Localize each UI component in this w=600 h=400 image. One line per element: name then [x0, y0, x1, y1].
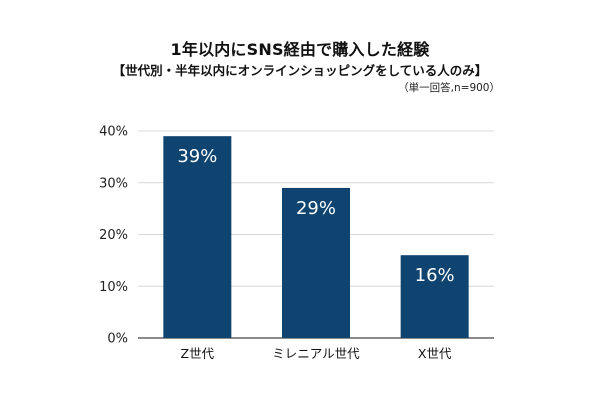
x-tick-label: Z世代 [181, 346, 215, 361]
chart-subtitle: 【世代別・半年以内にオンラインショッピングをしている人のみ】 [112, 63, 488, 78]
y-tick-label: 30% [99, 176, 128, 191]
y-tick-label: 0% [107, 332, 128, 347]
bar [400, 255, 469, 338]
sample-note: （単一回答,n=900） [398, 82, 500, 94]
data-label: 39% [177, 146, 217, 167]
chart-title: 1年以内にSNS経由で購入した経験 [170, 40, 430, 59]
data-label: 16% [415, 265, 455, 286]
y-tick-label: 20% [99, 228, 128, 243]
y-tick-label: 10% [99, 280, 128, 295]
x-tick-label: X世代 [418, 346, 452, 361]
data-label: 29% [296, 198, 336, 219]
y-tick-label: 40% [99, 125, 128, 140]
bar [282, 187, 350, 338]
x-tick-label: ミレニアル世代 [272, 346, 360, 361]
bar [163, 136, 232, 338]
